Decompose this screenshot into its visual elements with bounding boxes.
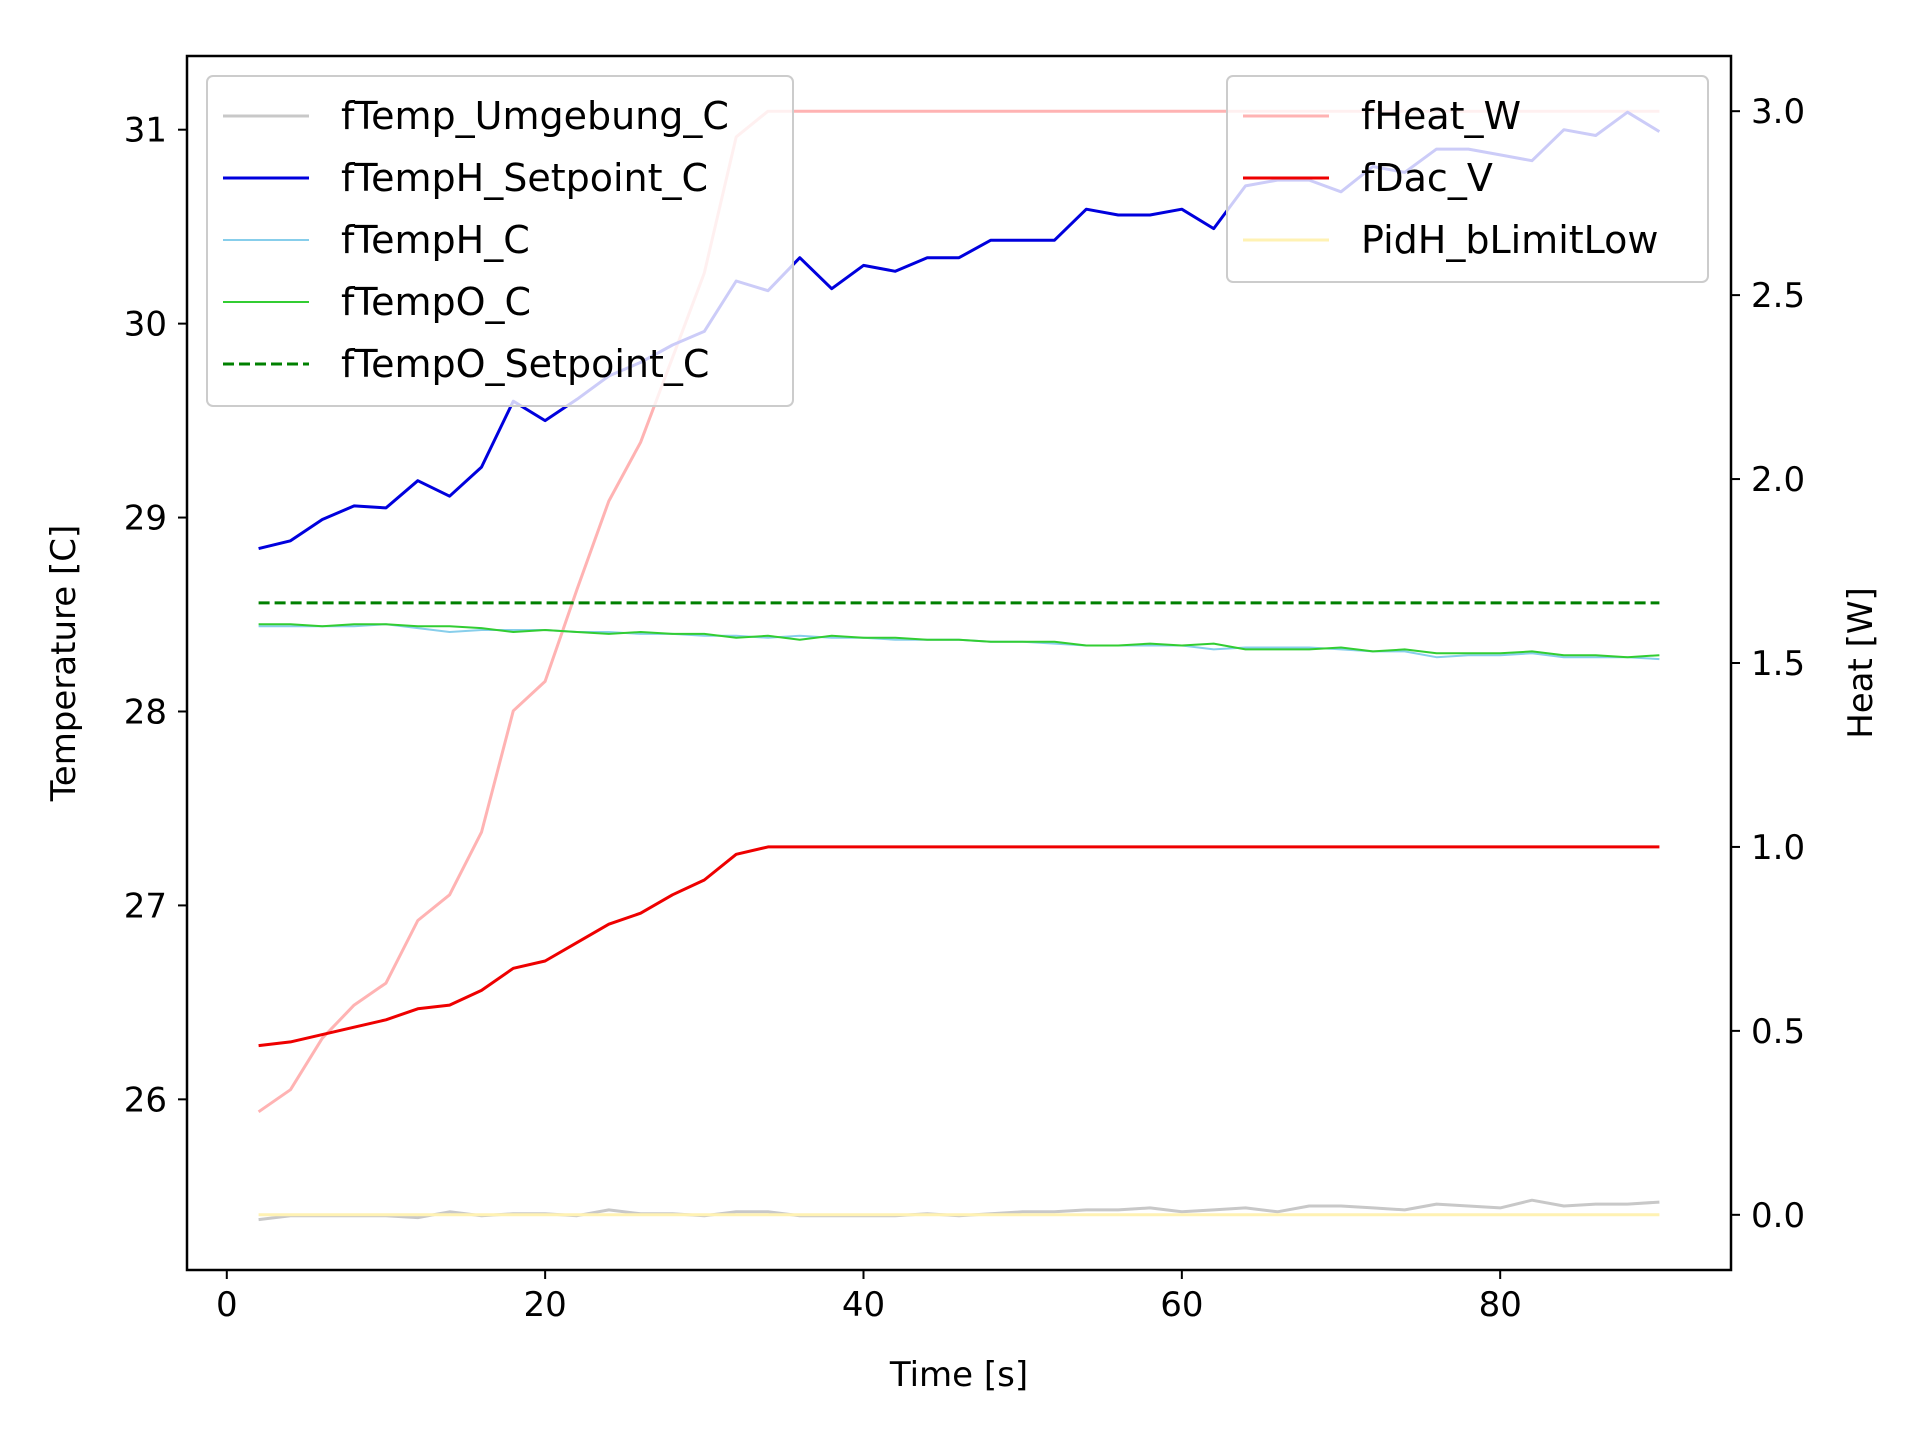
x-tick-label: 20 xyxy=(524,1285,567,1325)
legend-box xyxy=(206,75,794,407)
y-right-tick-label: 2.5 xyxy=(1751,276,1805,316)
y-right-tick-label: 3.0 xyxy=(1751,92,1805,132)
legend-right: fHeat_W fDac_V PidH_bLimitLow xyxy=(1226,75,1709,283)
x-tick-label: 60 xyxy=(1160,1285,1203,1325)
x-tick-label: 0 xyxy=(216,1285,238,1325)
legend-label: fTempO_C xyxy=(341,280,531,324)
y-right-tick-label: 0.0 xyxy=(1751,1196,1805,1236)
legend-label: fTempO_Setpoint_C xyxy=(341,342,709,386)
y-left-tick-label: 29 xyxy=(124,499,167,539)
legend-label: fTempH_C xyxy=(341,218,530,262)
legend-label: fTemp_Umgebung_C xyxy=(341,94,729,138)
y-left-tick-label: 27 xyxy=(124,886,167,926)
y-right-tick-label: 1.5 xyxy=(1751,644,1805,684)
y-right-tick-label: 2.0 xyxy=(1751,460,1805,500)
legend-box xyxy=(1226,75,1709,283)
y-axis-right-label: Heat [W] xyxy=(1841,587,1881,739)
y-left-tick-label: 26 xyxy=(124,1080,167,1120)
y-right-tick-label: 0.5 xyxy=(1751,1012,1805,1052)
x-axis: 0 20 40 60 80 xyxy=(216,1270,1522,1325)
legend-label: fHeat_W xyxy=(1361,94,1521,138)
legend-label: fDac_V xyxy=(1361,156,1493,200)
series-line-ftempo-c xyxy=(258,623,1660,659)
legend-left: fTemp_Umgebung_C fTempH_Setpoint_C fTempH_… xyxy=(206,75,794,407)
x-axis-label: Time [s] xyxy=(889,1355,1028,1395)
y-left-tick-label: 31 xyxy=(124,111,167,151)
y-left-tick-label: 28 xyxy=(124,692,167,732)
series-line-fdac-v xyxy=(258,845,1660,1048)
x-tick-label: 80 xyxy=(1479,1285,1522,1325)
y-right-tick-label: 1.0 xyxy=(1751,828,1805,868)
y-left-tick-label: 30 xyxy=(124,305,167,345)
legend-label: PidH_bLimitLow xyxy=(1361,218,1659,262)
x-tick-label: 40 xyxy=(842,1285,885,1325)
legend-label: fTempH_Setpoint_C xyxy=(341,156,708,200)
y-axis-right: 0.0 0.5 1.0 1.5 2.0 2.5 3.0 xyxy=(1731,92,1805,1236)
y-axis-left-label: Temperature [C] xyxy=(44,525,84,802)
y-axis-left: 26 27 28 29 30 31 xyxy=(124,111,187,1120)
